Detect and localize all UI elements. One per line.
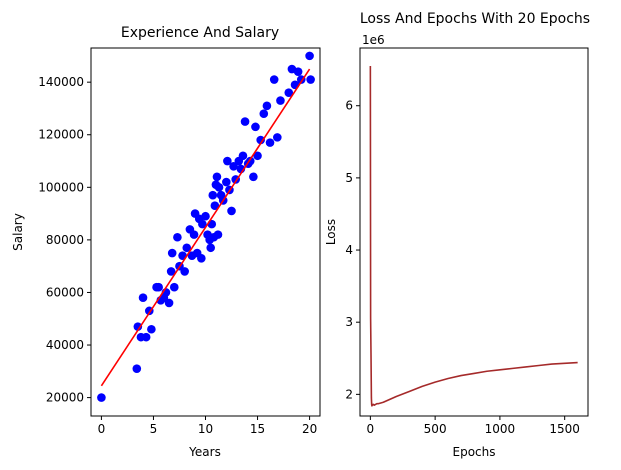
- salary-y-tick-label: 140000: [38, 75, 84, 89]
- salary-data-point: [206, 243, 216, 253]
- salary-data-point: [249, 172, 258, 182]
- loss-y-tick-label: 5: [345, 171, 353, 185]
- salary-data-point: [132, 364, 142, 373]
- loss-series-line: [369, 66, 578, 407]
- loss-y-tick-label: 6: [345, 99, 353, 113]
- salary-data-point: [269, 75, 279, 84]
- salary-chart-x-ticks: 0 5 10 15 20: [98, 416, 317, 436]
- salary-chart-marks: [97, 51, 315, 402]
- salary-chart-title: Experience And Salary: [121, 25, 279, 41]
- salary-x-tick-label: 5: [150, 422, 158, 436]
- salary-data-point: [167, 248, 177, 258]
- salary-data-point: [273, 133, 282, 142]
- salary-data-point: [138, 293, 148, 303]
- salary-data-point: [213, 230, 223, 239]
- salary-chart-x-axis-label: Years: [188, 445, 221, 459]
- loss-chart-y-axis-label: Loss: [324, 219, 338, 245]
- salary-data-point: [201, 211, 210, 221]
- salary-data-point: [306, 75, 315, 84]
- salary-data-point: [276, 96, 285, 105]
- salary-data-point: [305, 51, 314, 61]
- salary-data-point: [141, 332, 151, 342]
- salary-data-point: [169, 282, 179, 292]
- salary-data-point: [240, 117, 250, 126]
- loss-x-tick-label: 1000: [485, 422, 516, 436]
- salary-data-point: [265, 138, 275, 147]
- salary-data-point: [251, 122, 260, 132]
- salary-data-point: [208, 190, 218, 200]
- loss-x-tick-label: 0: [367, 422, 375, 436]
- salary-chart-y-axis-label: Salary: [11, 213, 25, 251]
- loss-chart-title: Loss And Epochs With 20 Epochs: [360, 11, 590, 27]
- loss-y-tick-label: 4: [345, 243, 353, 257]
- loss-chart-x-ticks: 0 500 1000 1500: [367, 416, 580, 436]
- salary-y-tick-label: 80000: [46, 233, 84, 247]
- salary-data-point: [256, 135, 265, 145]
- salary-data-point: [262, 101, 272, 111]
- salary-data-point: [293, 67, 303, 76]
- salary-data-point: [223, 156, 232, 166]
- loss-x-tick-label: 1500: [549, 422, 580, 436]
- salary-data-point: [229, 161, 238, 171]
- loss-epochs-chart: Loss And Epochs With 20 Epochs 1e6 0 500 1…: [324, 11, 590, 459]
- salary-chart-y-ticks: 20000 40000 60000 80000 100000 120000 140000: [38, 75, 91, 405]
- salary-data-point: [222, 177, 231, 187]
- salary-data-point: [173, 232, 182, 242]
- salary-data-point: [154, 282, 163, 292]
- salary-x-tick-label: 20: [302, 422, 317, 436]
- salary-scatter-chart: Experience And Salary 0 5 10 15 20 20000 4000…: [11, 25, 321, 459]
- salary-y-tick-label: 20000: [46, 391, 84, 405]
- salary-x-tick-label: 15: [250, 422, 265, 436]
- loss-chart-marks: [369, 66, 578, 407]
- salary-data-point: [212, 172, 222, 182]
- salary-data-point: [214, 183, 224, 192]
- salary-data-point: [133, 322, 143, 331]
- salary-data-point: [182, 243, 192, 253]
- salary-data-point: [197, 253, 206, 263]
- salary-data-point: [198, 219, 207, 229]
- loss-y-tick-label: 3: [345, 315, 353, 329]
- salary-x-tick-label: 0: [98, 422, 106, 436]
- salary-data-point: [259, 109, 269, 119]
- salary-regression-line: [100, 68, 311, 387]
- salary-data-point: [97, 393, 106, 402]
- loss-chart-y-ticks: 2 3 4 5 6: [345, 99, 360, 401]
- loss-y-tick-label: 2: [345, 387, 353, 401]
- salary-data-point: [284, 88, 294, 97]
- salary-y-tick-label: 100000: [38, 180, 84, 194]
- loss-chart-x-axis-label: Epochs: [453, 445, 496, 459]
- salary-x-tick-label: 10: [198, 422, 213, 436]
- salary-data-point: [164, 298, 174, 308]
- salary-data-point: [238, 151, 248, 161]
- salary-y-tick-label: 60000: [46, 285, 84, 299]
- loss-x-tick-label: 500: [424, 422, 447, 436]
- salary-data-point: [180, 267, 189, 276]
- salary-data-point: [147, 324, 156, 334]
- salary-data-point: [189, 230, 199, 239]
- salary-data-point: [166, 267, 176, 276]
- salary-data-point: [253, 151, 262, 161]
- loss-chart-offset-label: 1e6: [362, 33, 385, 47]
- loss-chart-frame: [359, 47, 589, 417]
- salary-data-point: [227, 206, 236, 216]
- salary-y-tick-label: 40000: [46, 338, 84, 352]
- salary-y-tick-label: 120000: [38, 128, 84, 142]
- salary-data-point: [210, 201, 220, 211]
